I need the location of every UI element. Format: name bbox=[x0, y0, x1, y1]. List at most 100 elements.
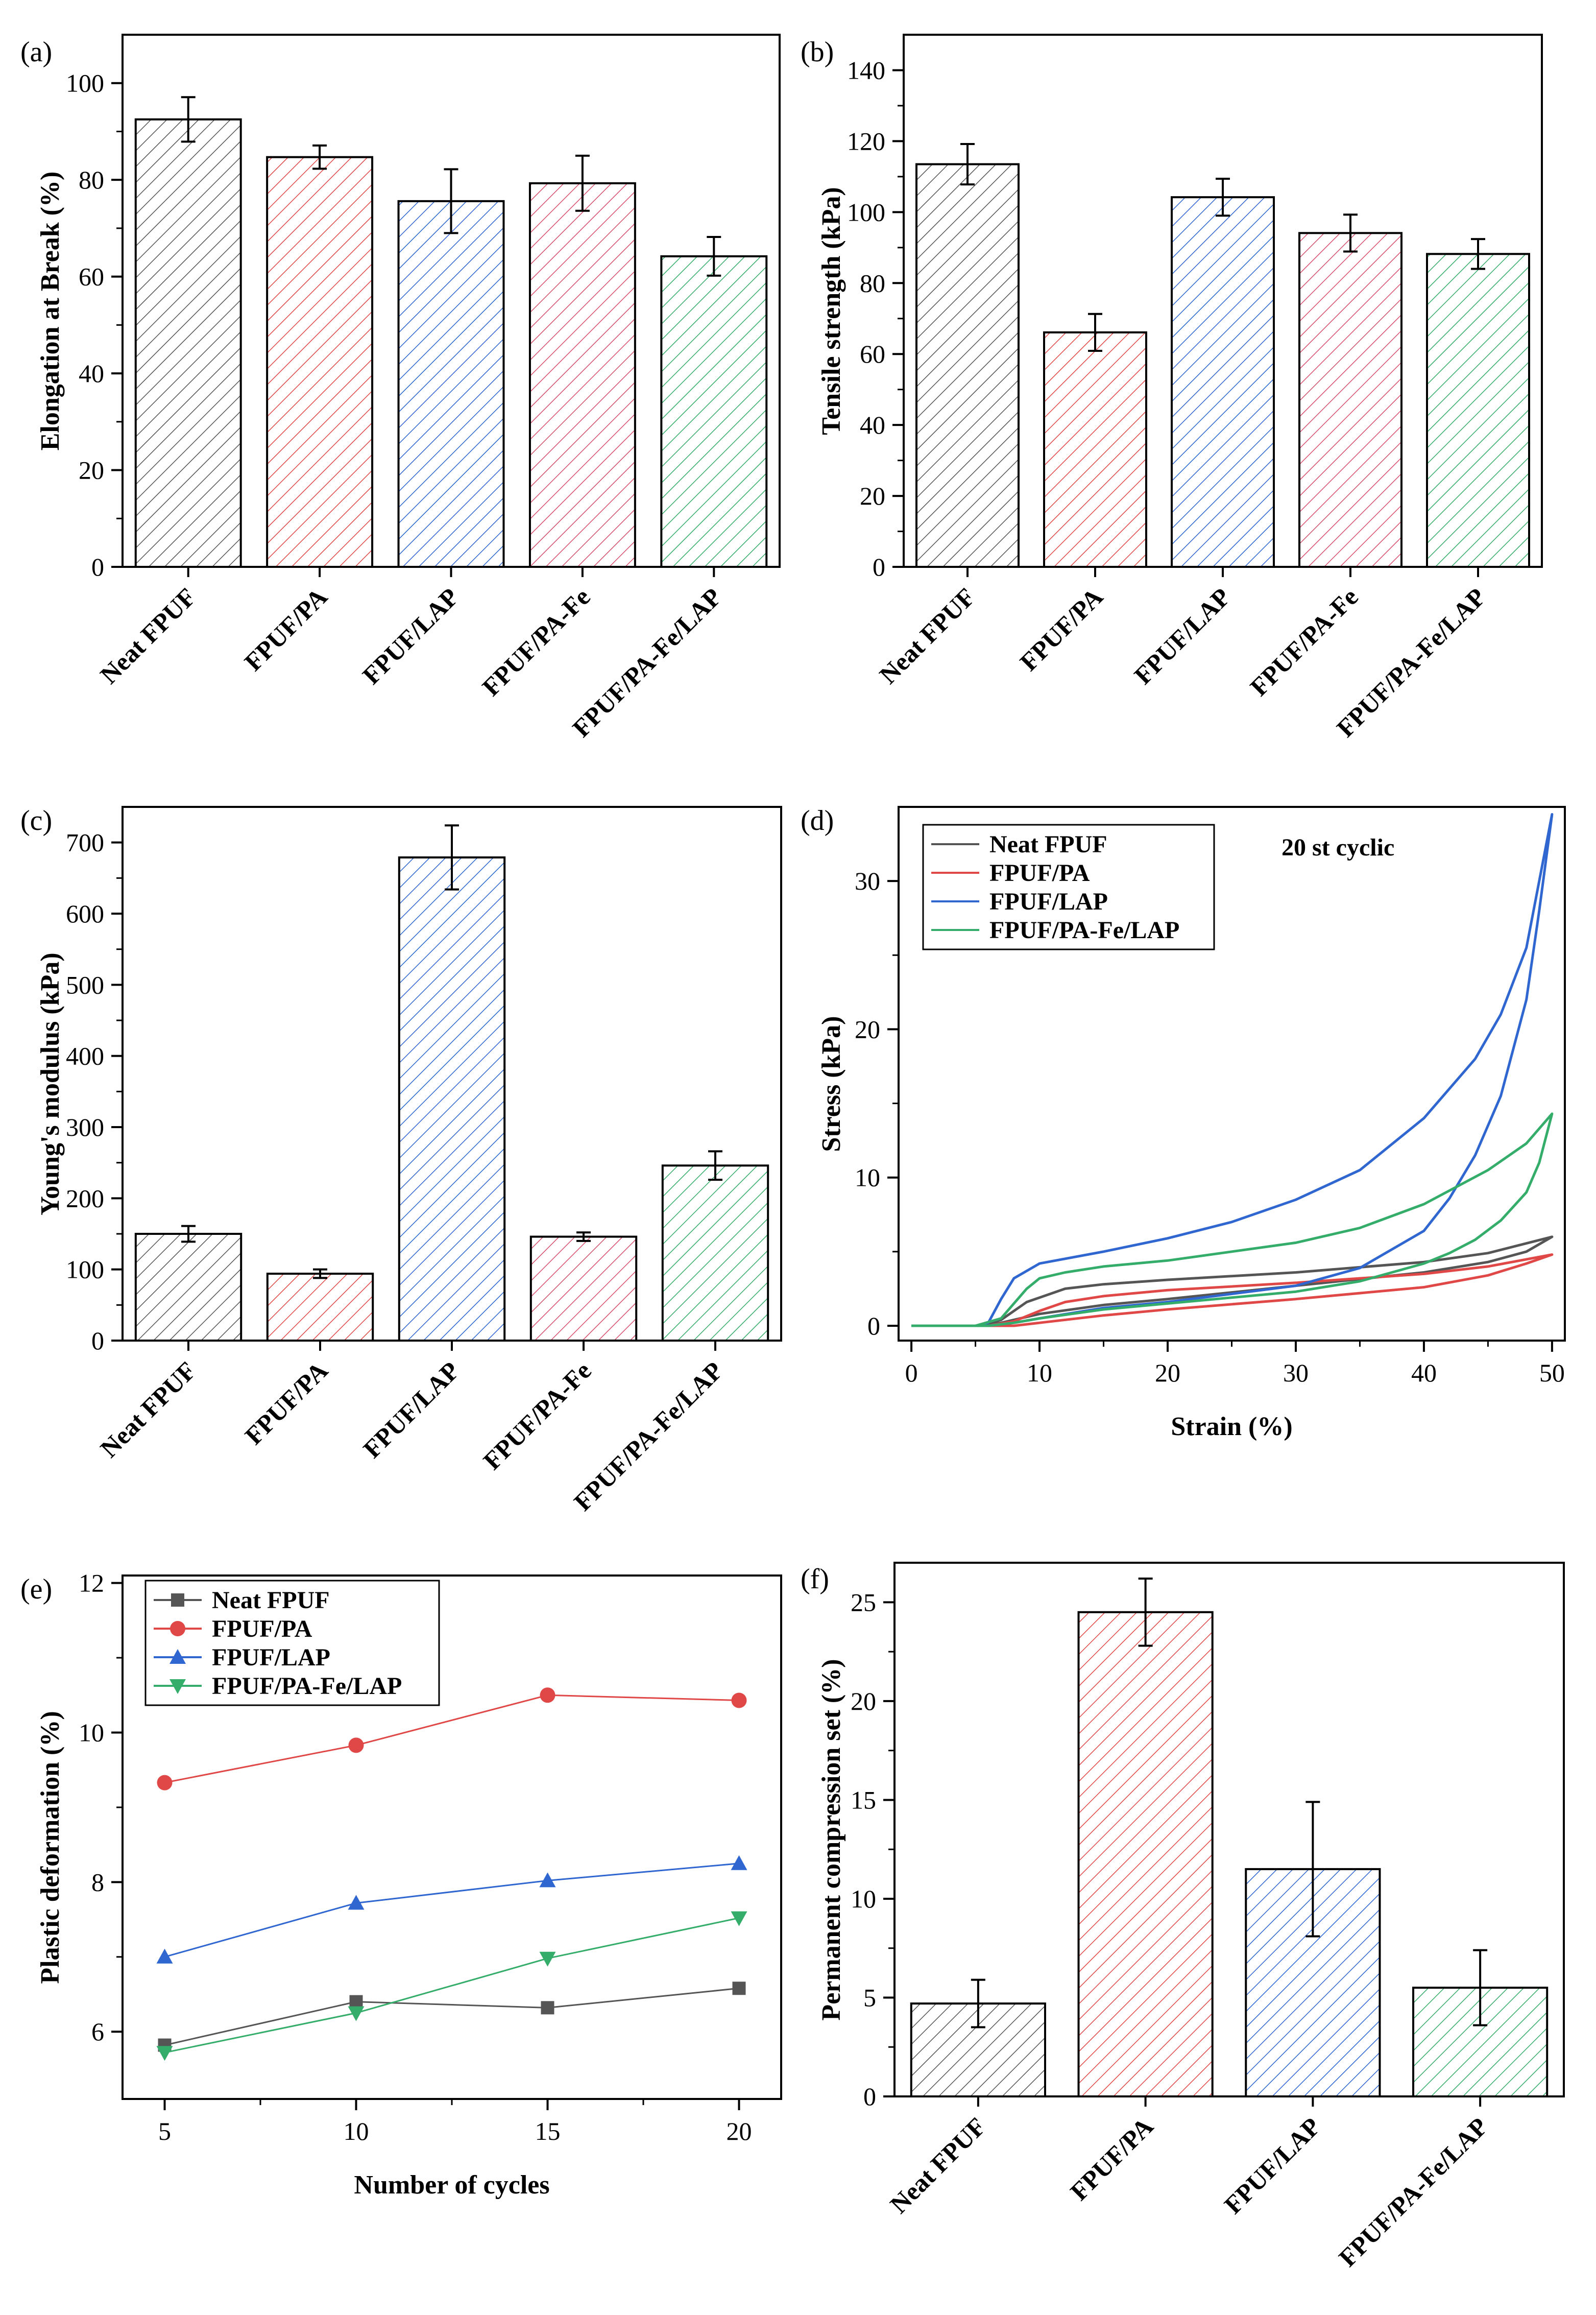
marker-triangle-up bbox=[348, 1895, 365, 1910]
legend-entry: FPUF/PA bbox=[989, 860, 1090, 887]
x-tick-label: FPUF/LAP bbox=[357, 1356, 465, 1463]
x-tick-label: 50 bbox=[1539, 1358, 1565, 1387]
x-tick-label: FPUF/PA-Fe/LAP bbox=[1333, 2112, 1493, 2272]
annotation: 20 st cyclic bbox=[1281, 834, 1394, 861]
marker-square bbox=[541, 2001, 554, 2015]
y-axis-label: Young's modulus (kPa) bbox=[36, 952, 65, 1215]
y-tick-label: 40 bbox=[79, 359, 104, 388]
legend-box bbox=[144, 1580, 440, 1706]
y-tick-label: 25 bbox=[851, 1588, 876, 1616]
marker-square bbox=[349, 1995, 363, 2009]
panel-b: (b)Neat FPUF FPUF/PA FPUF/LAP FPUF/PA-FeFPU… bbox=[801, 34, 1543, 743]
bar-fpuf-lap bbox=[1171, 196, 1275, 568]
y-tick-label: 8 bbox=[91, 1868, 104, 1896]
legend-entry: FPUF/PA-Fe/LAP bbox=[212, 1673, 402, 1700]
x-tick-label: 5 bbox=[158, 2117, 171, 2145]
y-axis-label: Permanent compression set (%) bbox=[817, 1659, 846, 2020]
marker-square bbox=[732, 1982, 746, 1995]
y-tick-label: 80 bbox=[79, 165, 104, 194]
bar-neat-fpuf bbox=[134, 118, 242, 568]
x-tick-label: 0 bbox=[905, 1358, 918, 1387]
panel-label: (c) bbox=[20, 805, 52, 837]
y-tick-label: 20 bbox=[860, 482, 885, 510]
x-tick-label: FPUF/LAP bbox=[1128, 582, 1236, 689]
x-tick-label: FPUF/PA bbox=[239, 582, 333, 676]
plot-frame bbox=[122, 806, 782, 1342]
bar-fpuf-pa-fe-lap bbox=[1412, 1987, 1549, 2098]
marker-triangle-down bbox=[731, 1911, 747, 1926]
y-tick-label: 20 bbox=[851, 1687, 876, 1715]
y-tick-label: 100 bbox=[66, 69, 104, 98]
y-tick-label: 40 bbox=[860, 411, 885, 439]
y-tick-label: 10 bbox=[851, 1884, 876, 1913]
bar-neat-fpuf bbox=[134, 1233, 243, 1342]
y-tick-label: 60 bbox=[79, 262, 104, 291]
x-tick-label: 10 bbox=[1027, 1358, 1052, 1387]
legend-entry: FPUF/PA-Fe/LAP bbox=[989, 917, 1179, 944]
marker-square bbox=[171, 1593, 184, 1607]
x-axis-label: Number of cycles bbox=[354, 2170, 549, 2200]
y-tick-label: 100 bbox=[847, 198, 885, 226]
plot-frame bbox=[893, 1562, 1565, 2097]
x-tick-label: Neat FPUF bbox=[884, 2112, 991, 2218]
panel-c: (c)Neat FPUF FPUF/PA FPUF/LAP FPUF/PA-FeFPU… bbox=[20, 805, 782, 1516]
y-axis-label: Plastic deformation (%) bbox=[36, 1711, 65, 1984]
y-tick-label: 200 bbox=[66, 1184, 104, 1212]
legend-entry: Neat FPUF bbox=[989, 831, 1107, 858]
y-tick-label: 300 bbox=[66, 1113, 104, 1141]
series-fpuf-pa bbox=[911, 1253, 1554, 1327]
panel-label: (d) bbox=[801, 805, 834, 837]
plot-frame bbox=[122, 34, 781, 568]
series-fpuf-pa-fe-lap bbox=[164, 1917, 739, 2054]
bar-fpuf-pa-fe-lap bbox=[661, 1164, 769, 1342]
bar-fpuf-pa bbox=[266, 1273, 374, 1342]
legend-entry: FPUF/LAP bbox=[212, 1644, 330, 1671]
bar-fpuf-pa-fe bbox=[528, 182, 636, 568]
x-tick-label: FPUF/PA-Fe bbox=[477, 1356, 596, 1475]
y-axis-label: Elongation at Break (%) bbox=[36, 172, 65, 451]
marker-triangle-down bbox=[170, 1679, 186, 1694]
x-tick-label: Neat FPUF bbox=[94, 1356, 201, 1463]
y-tick-label: 120 bbox=[847, 127, 885, 155]
y-tick-label: 600 bbox=[66, 899, 104, 928]
series-fpuf-pa bbox=[164, 1694, 739, 1784]
x-tick-label: 15 bbox=[535, 2117, 561, 2145]
bar-fpuf-pa-fe-lap bbox=[1426, 253, 1530, 568]
x-tick-label: Neat FPUF bbox=[874, 582, 980, 689]
bar-fpuf-pa-fe bbox=[1298, 232, 1402, 568]
marker-triangle-down bbox=[539, 1951, 556, 1967]
series-fpuf-pa-fe-lap bbox=[911, 1112, 1554, 1327]
series-fpuf-lap bbox=[164, 1863, 739, 1958]
panel-a: (a)Neat FPUF FPUF/PA FPUF/LAP FPUF/PA-FeFPU… bbox=[20, 34, 781, 743]
panel-f: (f) Neat FPUF FPUF/PA FPUF/LAP FPUF/PA-Fe/LA… bbox=[801, 1562, 1565, 2272]
y-tick-label: 20 bbox=[79, 456, 104, 485]
x-tick-label: FPUF/PA bbox=[239, 1356, 333, 1450]
bar-fpuf-lap bbox=[397, 200, 505, 568]
legend-entry: Neat FPUF bbox=[212, 1587, 330, 1614]
y-axis-label: Stress (kPa) bbox=[817, 1016, 846, 1152]
bar-fpuf-pa-fe-lap bbox=[660, 255, 768, 568]
y-tick-label: 60 bbox=[860, 340, 885, 368]
y-tick-label: 0 bbox=[863, 2082, 876, 2111]
x-tick-label: 20 bbox=[1155, 1358, 1180, 1387]
x-tick-label: FPUF/PA-Fe bbox=[1244, 582, 1363, 701]
panel-e: (e) 5 10 15 20 Number of cycles 6 8 10 12 Plastic … bbox=[20, 1569, 782, 2200]
marker-circle bbox=[540, 1687, 555, 1703]
marker-triangle-down bbox=[156, 2046, 173, 2061]
marker-triangle-up bbox=[156, 1948, 173, 1964]
y-tick-label: 30 bbox=[855, 867, 880, 895]
bar-fpuf-pa-fe bbox=[529, 1235, 638, 1342]
bar-fpuf-pa bbox=[1077, 1611, 1214, 2097]
x-tick-label: FPUF/LAP bbox=[357, 582, 464, 689]
y-tick-label: 5 bbox=[863, 1983, 876, 2012]
x-tick-label: Neat FPUF bbox=[94, 582, 201, 689]
y-tick-label: 700 bbox=[66, 828, 104, 857]
marker-triangle-up bbox=[539, 1872, 556, 1888]
legend-box bbox=[922, 824, 1215, 950]
legend-entry: FPUF/PA bbox=[212, 1615, 312, 1642]
series-neat-fpuf bbox=[911, 1235, 1554, 1327]
y-tick-label: 0 bbox=[867, 1311, 880, 1340]
x-axis-label: Strain (%) bbox=[1171, 1412, 1292, 1441]
marker-circle bbox=[731, 1692, 747, 1708]
